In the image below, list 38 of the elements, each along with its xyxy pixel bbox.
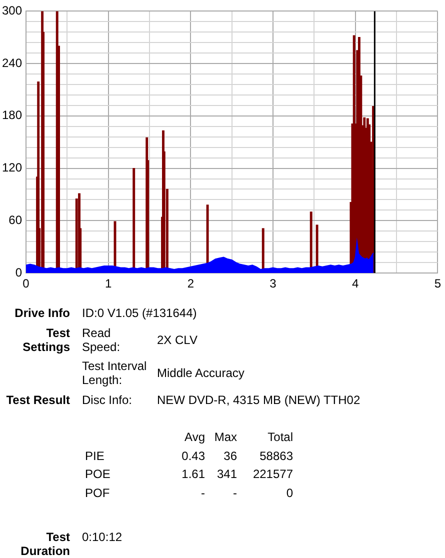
x-tick-label: 1	[104, 276, 112, 291]
text: POF	[85, 486, 110, 500]
text: NEW DVD-R, 4315 MB (NEW) TTH02	[157, 393, 360, 407]
y-tick-label: 240	[2, 56, 22, 70]
text: -	[232, 486, 237, 500]
x-tick-label: 4	[352, 276, 359, 291]
text: Drive Info	[14, 306, 70, 320]
y-tick-label: 300	[2, 4, 22, 18]
text: POE	[85, 467, 110, 481]
text: Read Speed:	[82, 326, 122, 354]
y-tick-label: 180	[2, 108, 22, 122]
text: -	[200, 486, 205, 500]
text: 0:10:12	[82, 530, 122, 544]
x-tick-label: 2	[187, 276, 194, 291]
text: 341	[216, 467, 237, 481]
y-tick-label: 120	[2, 160, 22, 175]
text: 0.43	[180, 449, 205, 463]
x-tick-label: 3	[270, 276, 277, 291]
x-tick-label: 5	[434, 276, 442, 291]
text: Test Duration	[20, 530, 70, 558]
text: 1.61	[180, 467, 205, 481]
text: Total	[266, 430, 293, 444]
text: 58863	[258, 449, 293, 463]
text: 36	[222, 449, 237, 463]
text: Test Result	[5, 393, 70, 407]
text: Test Interval Length:	[82, 359, 148, 387]
text: 0	[285, 486, 293, 500]
y-tick-label: 0	[15, 265, 22, 280]
text: PIE	[85, 449, 104, 463]
text: Disc Info:	[82, 393, 132, 407]
text: 2X CLV	[157, 333, 198, 347]
text: Middle Accuracy	[157, 366, 244, 380]
text: ID:0 V1.05 (#131644)	[82, 306, 197, 320]
text: Avg	[184, 430, 205, 444]
text: 221577	[252, 467, 293, 481]
y-tick-label: 60	[8, 212, 22, 227]
text: Max	[213, 430, 237, 444]
text: Test Settings	[22, 326, 70, 354]
